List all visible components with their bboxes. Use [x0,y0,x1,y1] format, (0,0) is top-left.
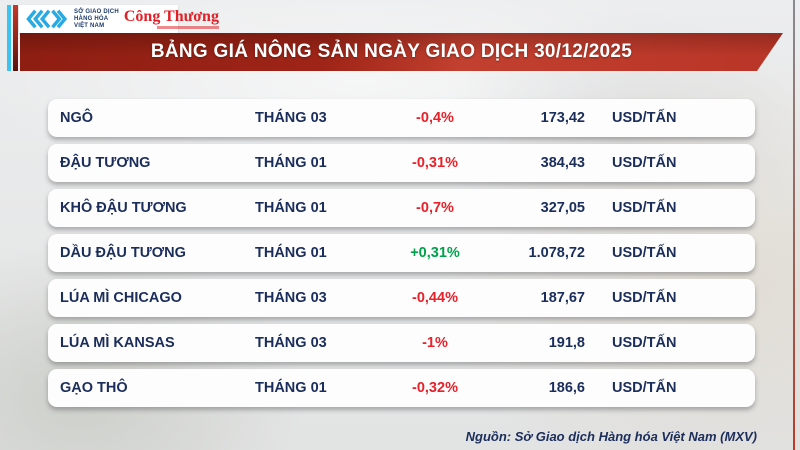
congthuong-tagline-strip [156,26,219,29]
mxv-logo-icon [25,8,69,30]
percent-change: -0,31% [412,155,458,171]
commodity-name: KHÔ ĐẬU TƯƠNG [60,200,187,216]
price-value: 384,43 [540,155,585,171]
price-unit: USD/TẤN [612,200,677,216]
contract-month: THÁNG 01 [255,155,327,171]
percent-change: -0,44% [412,290,458,306]
contract-month: THÁNG 03 [255,110,327,126]
left-accent-bar-red [13,5,18,71]
mxv-text-line1: SỞ GIAO DỊCH [74,8,119,15]
price-unit: USD/TẤN [612,335,677,351]
table-row: KHÔ ĐẬU TƯƠNG THÁNG 01 -0,7% 327,05 USD/… [48,189,755,227]
price-table: NGÔ THÁNG 03 -0,4% 173,42 USD/TẤN ĐẬU TƯ… [48,99,755,414]
contract-month: THÁNG 01 [255,245,327,261]
table-row: ĐẬU TƯƠNG THÁNG 01 -0,31% 384,43 USD/TẤN [48,144,755,182]
contract-month: THÁNG 01 [255,200,327,216]
congthuong-logo: Công Thương [124,9,219,29]
commodity-name: LÚA MÌ CHICAGO [60,290,182,306]
price-unit: USD/TẤN [612,290,677,306]
commodity-name: LÚA MÌ KANSAS [60,335,175,351]
commodity-name: NGÔ [60,110,94,126]
mxv-logo-text: SỞ GIAO DỊCH HÀNG HÓA VIỆT NAM [74,9,119,30]
logo-strip: SỞ GIAO DỊCH HÀNG HÓA VIỆT NAM Công Thươ… [19,5,219,33]
table-row: LÚA MÌ CHICAGO THÁNG 03 -0,44% 187,67 US… [48,279,755,317]
commodity-name: GẠO THÔ [60,380,128,396]
price-unit: USD/TẤN [612,245,677,261]
contract-month: THÁNG 01 [255,380,327,396]
table-row: LÚA MÌ KANSAS THÁNG 03 -1% 191,8 USD/TẤN [48,324,755,362]
table-row: GẠO THÔ THÁNG 01 -0,32% 186,6 USD/TẤN [48,369,755,407]
price-value: 191,8 [548,335,585,351]
contract-month: THÁNG 03 [255,290,327,306]
commodity-name: ĐẬU TƯƠNG [60,155,151,171]
price-unit: USD/TẤN [612,380,677,396]
percent-change: -0,32% [412,380,458,396]
contract-month: THÁNG 03 [255,335,327,351]
price-unit: USD/TẤN [612,110,677,126]
price-value: 187,67 [540,290,585,306]
mxv-text-line3: VIỆT NAM [74,22,105,29]
table-row: DẦU ĐẬU TƯƠNG THÁNG 01 +0,31% 1.078,72 U… [48,234,755,272]
percent-change: -0,7% [416,200,454,216]
page-title: BẢNG GIÁ NÔNG SẢN NGÀY GIAO DỊCH 30/12/2… [150,41,633,62]
price-value: 186,6 [548,380,585,396]
left-accent-bar-cyan [7,5,11,71]
percent-change: -0,4% [416,110,454,126]
percent-change: -1% [422,335,448,351]
title-banner: BẢNG GIÁ NÔNG SẢN NGÀY GIAO DỊCH 30/12/2… [20,33,783,71]
price-value: 173,42 [540,110,585,126]
percent-change: +0,31% [410,245,460,261]
price-unit: USD/TẤN [612,155,677,171]
price-value: 327,05 [540,200,585,216]
mxv-text-line2: HÀNG HÓA [74,15,109,22]
price-value: 1.078,72 [528,245,585,261]
congthuong-wordmark: Công Thương [123,8,219,25]
commodity-name: DẦU ĐẬU TƯƠNG [60,245,186,261]
table-row: NGÔ THÁNG 03 -0,4% 173,42 USD/TẤN [48,99,755,137]
source-note: Nguồn: Sở Giao dịch Hàng hóa Việt Nam (M… [465,429,757,444]
right-edge-line [793,0,795,450]
